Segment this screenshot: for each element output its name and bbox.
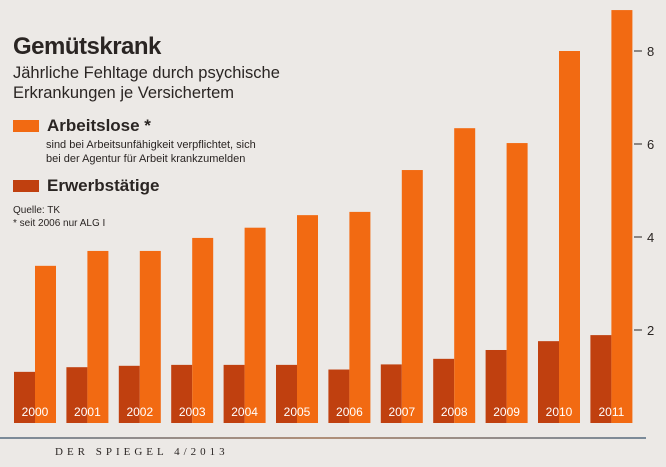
- bar-erwerbstaetige-2001: [66, 367, 88, 423]
- footer-rule: [0, 437, 646, 439]
- legend-erwerbstaetige: Erwerbstätige: [13, 176, 159, 196]
- bar-erwerbstaetige-2000: [14, 371, 35, 423]
- x-tick-label: 2004: [231, 405, 258, 419]
- bar-erwerbstaetige-2005: [276, 364, 297, 423]
- y-tick-label: 2: [647, 323, 654, 338]
- bar-erwerbstaetige-2010: [538, 341, 559, 423]
- chart-subtitle: Jährliche Fehltage durch psychische Erkr…: [13, 64, 280, 102]
- bar-erwerbstaetige-2002: [118, 365, 140, 423]
- bar-erwerbstaetige-2004: [223, 364, 245, 423]
- x-tick-label: 2006: [336, 405, 363, 419]
- x-tick-label: 2000: [22, 405, 49, 419]
- chart-title: Gemütskrank: [13, 33, 161, 60]
- x-tick-label: 2011: [598, 405, 624, 419]
- bar-arbeitslose-2007: [401, 170, 423, 423]
- legend-label-arbeitslose: Arbeitslose *: [47, 116, 151, 135]
- bar-erwerbstaetige-2011: [590, 335, 612, 423]
- x-tick-label: 2003: [179, 405, 206, 419]
- bar-arbeitslose-2006: [349, 211, 371, 423]
- x-tick-label: 2009: [493, 405, 520, 419]
- bar-erwerbstaetige-2003: [171, 364, 193, 423]
- legend-swatch-erwerbstaetige: [13, 180, 39, 192]
- y-tick-label: 4: [647, 230, 654, 245]
- y-tick-label: 8: [647, 44, 654, 59]
- bar-arbeitslose-2009: [506, 143, 528, 423]
- bar-arbeitslose-2011: [611, 10, 633, 424]
- x-tick-label: 2010: [546, 405, 573, 419]
- bar-erwerbstaetige-2009: [485, 349, 507, 423]
- x-tick-label: 2005: [284, 405, 311, 419]
- bar-arbeitslose-2000: [35, 265, 56, 423]
- bar-arbeitslose-2001: [87, 250, 109, 423]
- bar-arbeitslose-2003: [192, 237, 214, 423]
- bar-erwerbstaetige-2006: [328, 369, 350, 423]
- legend-note-line: bei der Agentur für Arbeit krankzumelden: [46, 152, 246, 165]
- legend-note: sind bei Arbeitsunfähigkeit verpflichtet…: [46, 139, 306, 166]
- bar-arbeitslose-2010: [559, 51, 580, 423]
- bar-arbeitslose-2002: [139, 250, 161, 423]
- x-tick-label: 2008: [441, 405, 468, 419]
- legend-label-erwerbstaetige: Erwerbstätige: [47, 176, 160, 195]
- x-tick-label: 2002: [126, 405, 153, 419]
- y-tick-label: 6: [647, 137, 654, 152]
- bar-arbeitslose-2005: [297, 215, 318, 423]
- footnote-text: * seit 2006 nur ALG I: [13, 218, 106, 229]
- x-tick-label: 2001: [74, 405, 101, 419]
- bar-arbeitslose-2004: [244, 227, 266, 423]
- x-tick-label: 2007: [388, 405, 415, 419]
- legend-note-line: sind bei Arbeitsunfähigkeit verpflichtet…: [46, 139, 256, 151]
- legend-swatch-arbeitslose: [13, 120, 39, 132]
- legend-arbeitslose: Arbeitslose *: [13, 116, 151, 136]
- bar-erwerbstaetige-2008: [433, 358, 455, 423]
- bar-erwerbstaetige-2007: [380, 364, 402, 423]
- footer-text: DER SPIEGEL 4/2013: [55, 446, 229, 458]
- bar-arbeitslose-2008: [454, 128, 476, 423]
- source-text: Quelle: TK: [13, 205, 61, 216]
